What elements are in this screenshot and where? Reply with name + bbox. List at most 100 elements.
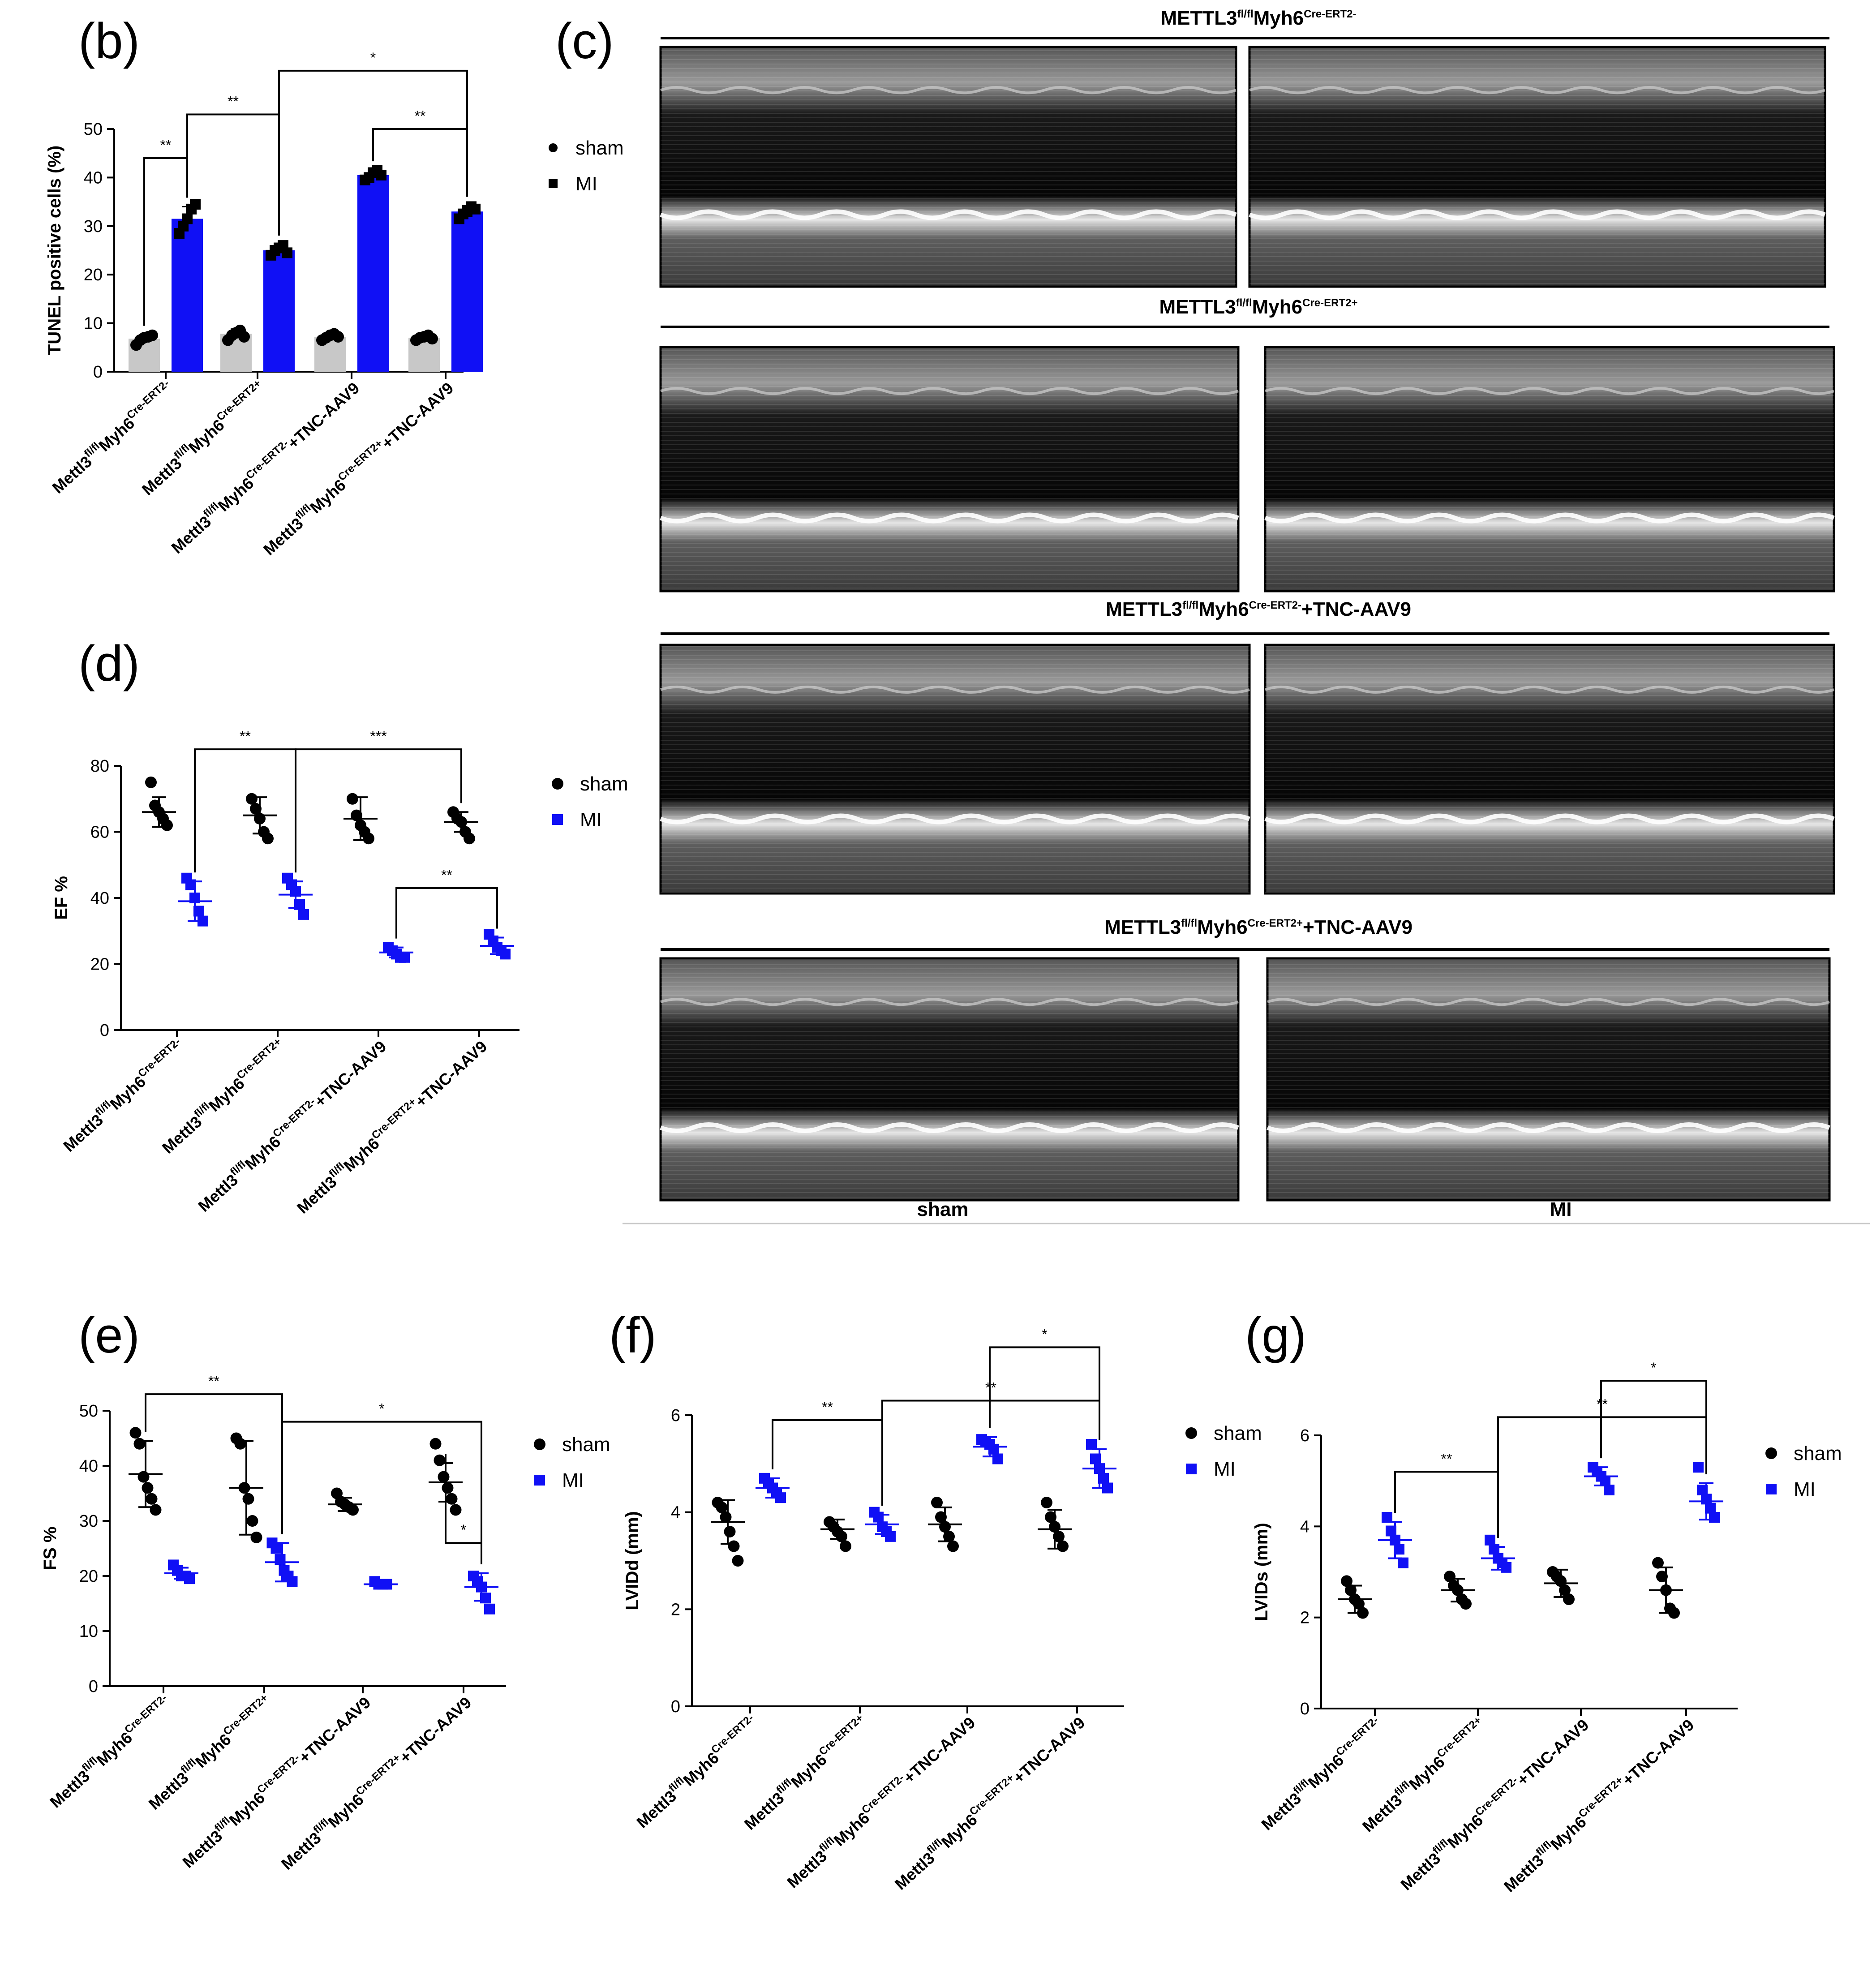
significance-label: ** <box>160 137 172 153</box>
y-tick-label: 2 <box>671 1600 680 1619</box>
x-tick-label-pre: Mettl3 <box>278 1829 325 1873</box>
y-tick-label: 40 <box>84 168 103 187</box>
x-tick-label-sup2: Cre-ERT2+ <box>817 1712 866 1758</box>
x-tick-label-sup2: Cre-ERT2+ <box>1576 1774 1626 1821</box>
data-point-sham <box>931 1497 943 1508</box>
mmode-wall-trace <box>1249 209 1826 220</box>
y-tick-label: 50 <box>79 1402 98 1421</box>
mmode-wall-trace <box>660 512 1239 524</box>
echo-row-title: METTL3fl/flMyh6Cre-ERT2++TNC-AAV9 <box>1104 916 1413 938</box>
significance-label: ** <box>240 728 251 744</box>
echo-row-title: METTL3fl/flMyh6Cre-ERT2+ <box>1159 296 1358 318</box>
data-point-sham <box>161 819 173 831</box>
y-tick-label: 50 <box>84 120 103 139</box>
data-point-mi <box>198 915 208 927</box>
x-tick-label-pre: Mettl3 <box>1359 1791 1406 1836</box>
data-point-mi <box>182 213 193 224</box>
data-point-mi <box>298 909 309 920</box>
data-point-sham <box>1555 1575 1567 1587</box>
data-point-sham <box>137 1471 150 1483</box>
data-point-sham <box>250 1531 262 1543</box>
mmode-septum-trace <box>1249 86 1825 94</box>
significance-label: *** <box>370 728 386 744</box>
echo-image-mi <box>1264 346 1835 593</box>
mmode-septum-trace <box>1265 685 1834 694</box>
legend-label-sham: sham <box>562 1434 610 1456</box>
data-point-sham <box>464 833 475 845</box>
data-point-sham <box>438 1471 450 1483</box>
x-tick-label-post: +TNC-AAV9 <box>1619 1715 1697 1789</box>
echo-row-title-mid: Myh6 <box>1198 598 1249 620</box>
data-point-mi <box>1098 1473 1109 1484</box>
echo-row-2: METTL3fl/flMyh6Cre-ERT2-+TNC-AAV9 <box>659 598 1835 895</box>
data-point-sham <box>1559 1584 1571 1596</box>
echo-row-1: METTL3fl/flMyh6Cre-ERT2+ <box>659 296 1835 593</box>
mmode-wall-trace <box>660 209 1237 220</box>
data-point-sham <box>150 1504 162 1516</box>
y-tick-label: 10 <box>84 314 103 333</box>
chart-panel-1: (d) 0 20 40 60 80 EF % Mettl3fl/flMyh6Cre-ERT2-… <box>52 635 628 1217</box>
data-point-mi <box>500 949 511 960</box>
panel-label: (b) <box>78 13 140 69</box>
data-point-mi <box>1394 1544 1404 1555</box>
data-point-mi <box>992 1453 1003 1464</box>
y-tick-label: 10 <box>79 1622 98 1641</box>
data-point-mi <box>1102 1482 1113 1494</box>
data-point-sham <box>442 1482 454 1494</box>
data-point-mi <box>189 893 200 903</box>
data-point-sham <box>935 1511 947 1523</box>
x-tick-label-post: +TNC-AAV9 <box>378 378 457 452</box>
mmode-septum-trace <box>660 998 1239 1006</box>
x-tick-label: Mettl3fl/flMyh6Cre-ERT2++TNC-AAV9 <box>258 378 457 559</box>
chart-panel-2: (e) 0 10 20 30 40 50 FS % Mettl3fl/flMyh6Cre-ERT… <box>40 1307 610 1873</box>
legend: sham MI <box>1185 1422 1262 1480</box>
data-point-sham <box>234 1438 246 1450</box>
x-tick-label-pre: Mettl3 <box>633 1787 680 1832</box>
y-tick-label: 20 <box>79 1567 98 1586</box>
x-tick-label-pre: Mettl3 <box>159 1112 206 1157</box>
mmode-wall-trace <box>1264 512 1835 524</box>
legend-label-mi: MI <box>1214 1458 1236 1480</box>
x-tick-label-sup2: Cre-ERT2+ <box>369 1096 419 1142</box>
mmode-septum-trace <box>660 387 1239 395</box>
x-tick-label-sup2: Cre-ERT2- <box>859 1772 906 1816</box>
data-point-mi <box>1693 1462 1704 1473</box>
data-point-sham <box>1668 1607 1680 1619</box>
x-tick-label-sup2: Cre-ERT2+ <box>215 378 264 424</box>
legend-marker-mi <box>549 179 558 188</box>
data-point-sham <box>1652 1557 1664 1569</box>
significance-bracket <box>281 1421 482 1564</box>
data-point-sham <box>724 1526 736 1537</box>
x-tick-label: Mettl3fl/flMyh6Cre-ERT2- <box>632 1712 762 1832</box>
echo-image-sham <box>659 346 1240 593</box>
data-point-sham <box>450 1504 462 1516</box>
x-tick-label-pre: Mettl3 <box>783 1847 830 1892</box>
legend-marker-sham <box>1765 1447 1777 1459</box>
data-point-mi <box>1489 1544 1499 1555</box>
echo-row-title-mid: Myh6 <box>1252 296 1302 318</box>
data-point-mi <box>484 1603 495 1614</box>
data-point-mi <box>775 1492 786 1503</box>
data-point-mi <box>476 1581 487 1593</box>
significance-bracket <box>395 887 498 939</box>
mmode-wall-trace <box>1267 1122 1830 1133</box>
x-tick-label-pre: Mettl3 <box>145 1769 192 1813</box>
data-point-mi <box>1485 1534 1495 1546</box>
data-point-sham <box>1452 1584 1464 1596</box>
data-point-sham <box>142 1482 154 1494</box>
legend-marker-mi <box>1186 1464 1197 1474</box>
echo-row-3: METTL3fl/flMyh6Cre-ERT2++TNC-AAV9 <box>659 916 1831 1202</box>
data-point-sham <box>434 1454 446 1466</box>
data-point-mi <box>1709 1512 1720 1523</box>
data-point-mi <box>988 1443 999 1455</box>
x-tick-label-pre: Mettl3 <box>741 1789 788 1833</box>
x-tick-label: Mettl3fl/flMyh6Cre-ERT2-+TNC-AAV9 <box>178 1692 374 1872</box>
data-point-sham <box>347 793 358 805</box>
y-tick-label: 4 <box>671 1503 680 1522</box>
y-axis-label: LVIDd (mm) <box>623 1511 642 1610</box>
mmode-texture <box>1267 958 1829 1200</box>
legend-marker-sham <box>534 1438 545 1450</box>
data-point-mi <box>873 1511 884 1523</box>
y-tick-label: 2 <box>1300 1609 1310 1627</box>
x-tick-label: Mettl3fl/flMyh6Cre-ERT2++TNC-AAV9 <box>276 1692 475 1873</box>
